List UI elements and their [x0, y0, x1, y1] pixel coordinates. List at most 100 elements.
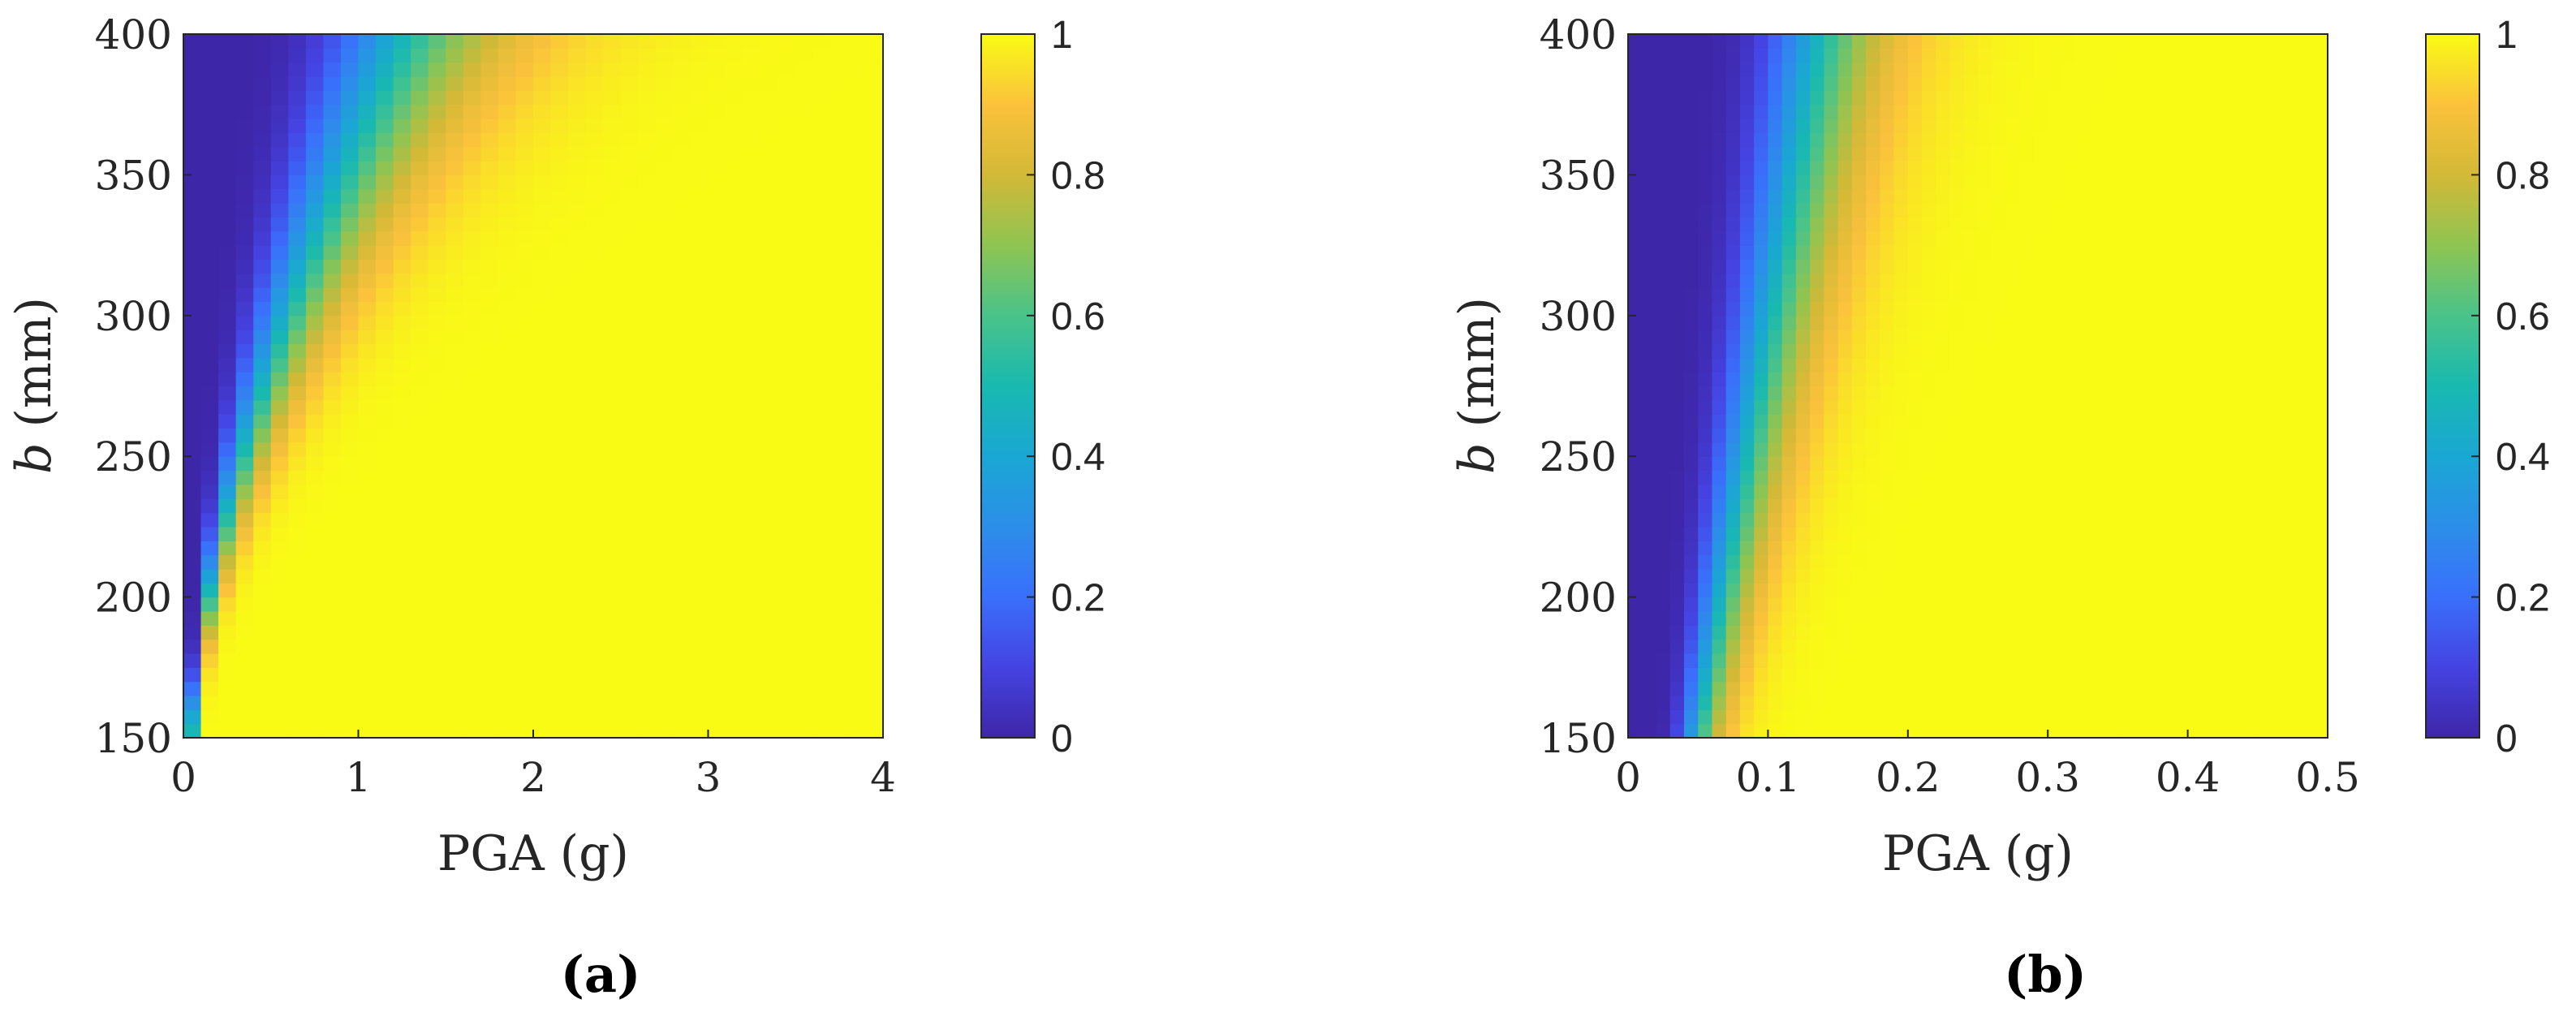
- heatmap-cell: [1837, 597, 1853, 612]
- heatmap-cell: [1824, 554, 1839, 570]
- heatmap-cell: [760, 428, 779, 443]
- heatmap-cell: [585, 709, 604, 725]
- heatmap-cell: [358, 610, 377, 626]
- heatmap-cell: [1739, 667, 1755, 683]
- heatmap-cell: [2160, 386, 2174, 401]
- heatmap-cell: [305, 653, 324, 668]
- heatmap-cell: [1880, 399, 1895, 415]
- heatmap-cell: [1922, 343, 1936, 359]
- heatmap-cell: [1893, 597, 1909, 612]
- heatmap-cell: [340, 203, 360, 218]
- heatmap-cell: [358, 330, 377, 345]
- heatmap-cell: [358, 118, 377, 133]
- heatmap-cell: [585, 174, 604, 190]
- heatmap-cell: [235, 273, 254, 288]
- heatmap-cell: [1907, 188, 1923, 204]
- heatmap-cell: [2019, 610, 2035, 626]
- heatmap-cell: [463, 512, 481, 528]
- heatmap-cell: [323, 653, 342, 668]
- heatmap-cell: [393, 442, 411, 457]
- heatmap-cell: [393, 132, 411, 148]
- heatmap-cell: [585, 372, 604, 387]
- heatmap-cell: [428, 583, 446, 598]
- heatmap-cell: [708, 357, 726, 373]
- heatmap-cell: [620, 301, 639, 317]
- heatmap-cell: [498, 62, 517, 77]
- heatmap-cell: [830, 653, 849, 668]
- heatmap-cell: [2104, 568, 2118, 584]
- heatmap-cell: [2048, 723, 2063, 739]
- heatmap-cell: [1810, 62, 1824, 77]
- heatmap-cell: [743, 695, 761, 710]
- heatmap-cell: [1992, 554, 2007, 570]
- heatmap-cell: [2313, 723, 2328, 739]
- heatmap-cell: [1669, 330, 1685, 345]
- heatmap-cell: [2061, 456, 2077, 472]
- heatmap-cell: [603, 554, 622, 570]
- heatmap-cell: [2075, 287, 2091, 303]
- heatmap-cell: [795, 301, 814, 317]
- heatmap-cell: [847, 610, 867, 626]
- heatmap-cell: [393, 681, 411, 696]
- heatmap-cell: [1922, 498, 1936, 514]
- heatmap-cell: [1992, 34, 2007, 49]
- heatmap-cell: [323, 48, 342, 63]
- heatmap-cell: [2131, 639, 2147, 654]
- heatmap-cell: [358, 386, 377, 401]
- heatmap-cell: [2229, 709, 2245, 725]
- heatmap-cell: [1698, 62, 1713, 77]
- heatmap-cell: [2285, 245, 2301, 261]
- heatmap-cell: [568, 386, 587, 401]
- heatmap-cell: [1837, 273, 1853, 288]
- heatmap-cell: [1824, 90, 1839, 106]
- heatmap-cell: [2089, 118, 2104, 133]
- heatmap-cell: [463, 723, 481, 739]
- heatmap-cell: [1978, 597, 1992, 612]
- heatmap-cell: [2033, 442, 2048, 457]
- heatmap-cell: [1642, 667, 1657, 683]
- heatmap-cell: [2229, 48, 2245, 63]
- heatmap-cell: [743, 118, 761, 133]
- heatmap-cell: [1656, 681, 1671, 696]
- heatmap-cell: [708, 34, 726, 49]
- heatmap-cell: [847, 399, 867, 415]
- heatmap-cell: [830, 583, 849, 598]
- heatmap-cell: [463, 62, 481, 77]
- heatmap-cell: [1739, 695, 1755, 710]
- heatmap-cell: [446, 653, 464, 668]
- heatmap-cell: [2313, 512, 2328, 528]
- heatmap-cell: [1837, 174, 1853, 190]
- y-tick-label: 250: [1540, 433, 1617, 480]
- heatmap-cell: [1781, 132, 1797, 148]
- heatmap-cell: [795, 245, 814, 261]
- heatmap-cell: [1907, 343, 1923, 359]
- heatmap-cell: [1642, 625, 1657, 640]
- heatmap-cell: [603, 90, 622, 106]
- heatmap-cell: [638, 653, 657, 668]
- heatmap-cell: [2104, 76, 2118, 91]
- heatmap-cell: [498, 118, 517, 133]
- heatmap-cell: [673, 414, 691, 429]
- heatmap-cell: [638, 456, 657, 472]
- heatmap-cell: [830, 484, 849, 499]
- heatmap-cell: [305, 597, 324, 612]
- heatmap-cell: [1712, 330, 1727, 345]
- heatmap-cell: [2089, 217, 2104, 232]
- heatmap-cell: [2089, 399, 2104, 415]
- heatmap-cell: [323, 554, 342, 570]
- heatmap-cell: [1781, 174, 1797, 190]
- heatmap-cell: [1725, 653, 1741, 668]
- heatmap-cell: [446, 203, 464, 218]
- heatmap-cell: [2285, 583, 2301, 598]
- heatmap-cell: [428, 259, 446, 274]
- heatmap-cell: [585, 48, 604, 63]
- heatmap-cell: [743, 541, 761, 556]
- heatmap-cell: [620, 146, 639, 162]
- heatmap-cell: [1628, 343, 1643, 359]
- heatmap-cell: [2131, 597, 2147, 612]
- heatmap-cell: [1642, 287, 1657, 303]
- heatmap-cell: [305, 90, 324, 106]
- heatmap-cell: [2313, 498, 2328, 514]
- colorbar-tick-label: 0.2: [1051, 577, 1105, 620]
- heatmap-cell: [288, 259, 307, 274]
